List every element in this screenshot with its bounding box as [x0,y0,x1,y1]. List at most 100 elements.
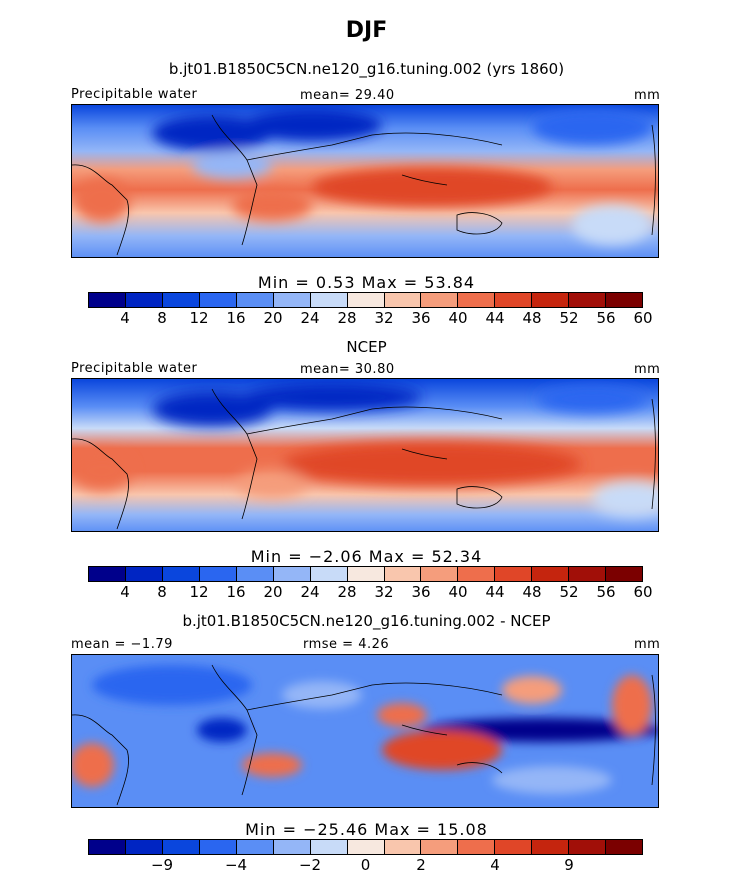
colorbar-swatch [347,840,385,854]
colorbar-tick-label: 32 [374,583,394,601]
panel3-map [71,654,659,808]
colorbar-tick-label: 9 [564,856,574,874]
colorbar-swatch [606,840,643,854]
colorbar-tick-label: 28 [337,583,357,601]
colorbar-swatch [125,567,163,581]
colorbar-tick-label: 24 [300,583,320,601]
colorbar-swatch [162,293,200,307]
panel1-variable-label: Precipitable water [71,87,198,102]
colorbar-swatch [199,840,237,854]
colorbar-tick-label: 8 [157,583,167,601]
colorbar-tick-label: −2 [298,856,322,874]
colorbar-tick-label: 52 [559,309,579,327]
panel2-variable-label: Precipitable water [71,361,198,376]
colorbar-tick-label: 36 [411,583,431,601]
colorbar-swatch [569,567,607,581]
colorbar-swatch [199,293,237,307]
colorbar-swatch [347,293,385,307]
colorbar-tick-label: 32 [374,309,394,327]
colorbar-tick-label: −9 [150,856,174,874]
colorbar-tick-label: 28 [337,309,357,327]
colorbar-swatch [384,840,422,854]
colorbar-swatch [236,840,274,854]
colorbar-swatch [347,567,385,581]
panel2-subtitle: NCEP [346,338,387,356]
colorbar-tick-label: 12 [189,309,209,327]
colorbar-tick-label: 24 [300,309,320,327]
colorbar-swatch [273,567,311,581]
colorbar-tick-label: 20 [263,309,283,327]
colorbar-tick-label: 56 [596,309,616,327]
colorbar-tick-label: 4 [490,856,500,874]
colorbar-tick-label: 48 [522,309,542,327]
panel3-mean-label: mean = −1.79 [71,637,173,652]
colorbar-swatch [421,840,459,854]
colorbar-swatch [273,840,311,854]
colorbar-swatch [384,567,422,581]
colorbar-tick-label: 12 [189,583,209,601]
colorbar-swatch [310,293,348,307]
colorbar-swatch [89,840,126,854]
colorbar-tick-label: −4 [224,856,248,874]
panel1-colorbar [88,292,643,308]
colorbar-tick-label: 36 [411,309,431,327]
figure-title: DJF [345,18,388,43]
panel3-units-label: mm [634,637,661,652]
colorbar-swatch [569,293,607,307]
colorbar-tick-label: 48 [522,583,542,601]
colorbar-tick-label: 2 [416,856,426,874]
colorbar-swatch [273,293,311,307]
colorbar-tick-label: 44 [485,309,505,327]
colorbar-swatch [199,567,237,581]
colorbar-tick-label: 4 [120,309,130,327]
panel3-rmse-label: rmse = 4.26 [303,637,390,652]
colorbar-swatch [606,293,643,307]
panel3-subtitle: b.jt01.B1850C5CN.ne120_g16.tuning.002 - … [182,612,551,630]
colorbar-tick-label: 8 [157,309,167,327]
panel2-map [71,378,659,532]
colorbar-tick-label: 40 [448,583,468,601]
colorbar-tick-label: 16 [226,309,246,327]
panel2-colorbar [88,566,643,582]
colorbar-swatch [532,567,570,581]
colorbar-tick-label: 52 [559,583,579,601]
colorbar-tick-label: 4 [120,583,130,601]
panel1-minmax: Min = 0.53 Max = 53.84 [257,273,476,292]
panel3-colorbar [88,839,643,855]
panel3-colorbar-ticks: −9 −4 −2 0 2 4 9 [88,856,643,876]
colorbar-swatch [458,293,496,307]
colorbar-tick-label: 44 [485,583,505,601]
colorbar-tick-label: 20 [263,583,283,601]
colorbar-swatch [125,840,163,854]
panel1-mean-label: mean= 29.40 [300,88,395,103]
colorbar-swatch [384,293,422,307]
colorbar-tick-label: 0 [360,856,371,874]
panel2-minmax: Min = −2.06 Max = 52.34 [250,547,483,566]
colorbar-swatch [532,840,570,854]
colorbar-swatch [569,840,607,854]
colorbar-swatch [495,840,533,854]
colorbar-swatch [89,567,126,581]
panel3-minmax: Min = −25.46 Max = 15.08 [245,820,488,839]
colorbar-swatch [162,567,200,581]
colorbar-tick-label: 40 [448,309,468,327]
panel2-units-label: mm [634,362,661,377]
colorbar-swatch [421,567,459,581]
colorbar-swatch [310,840,348,854]
panel1-map [71,104,659,258]
panel2-colorbar-ticks: 4 8 12 16 20 24 28 32 36 40 44 48 52 56 60 [88,583,652,603]
colorbar-swatch [236,293,274,307]
colorbar-swatch [532,293,570,307]
colorbar-tick-label: 60 [633,309,653,327]
colorbar-swatch [236,567,274,581]
colorbar-swatch [162,840,200,854]
colorbar-tick-label: 16 [226,583,246,601]
colorbar-swatch [495,567,533,581]
colorbar-swatch [310,567,348,581]
colorbar-tick-label: 56 [596,583,616,601]
panel2-mean-label: mean= 30.80 [300,362,395,377]
panel1-units-label: mm [634,88,661,103]
colorbar-swatch [421,293,459,307]
colorbar-swatch [125,293,163,307]
colorbar-swatch [458,567,496,581]
